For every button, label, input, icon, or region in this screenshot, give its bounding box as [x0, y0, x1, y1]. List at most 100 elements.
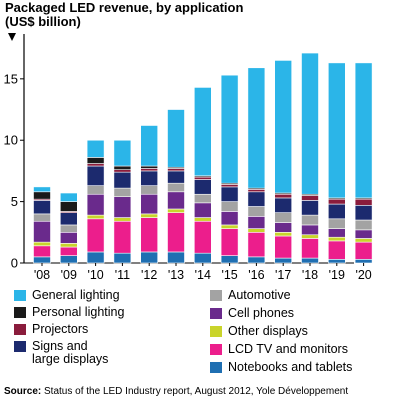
legend-item: LCD TV and monitors — [210, 343, 348, 356]
legend-item: General lighting — [14, 289, 120, 302]
bar-segment — [327, 203, 346, 220]
legend-swatch — [14, 341, 26, 352]
legend-label: Signs and large displays — [32, 340, 108, 366]
bar-segment — [301, 234, 319, 239]
bar-segment — [220, 201, 239, 212]
bar-segment — [167, 208, 185, 213]
bar-segment — [86, 251, 105, 264]
x-tick-label: '20 — [355, 268, 371, 282]
legend-label: Personal lighting — [32, 306, 124, 319]
bar-segment — [327, 62, 346, 199]
bar-segment — [86, 163, 105, 167]
legend-label: Cell phones — [228, 307, 294, 320]
legend-item: Projectors — [14, 323, 88, 336]
bar-segment — [140, 217, 158, 253]
bar-segment — [247, 206, 266, 217]
bar-chart: 0 5 10 15 '08 '09 '10 '11 '12 '13 '14 '15 '16 '17 '18 '… — [4, 34, 373, 282]
bar-segment — [354, 62, 373, 199]
bar-segment — [33, 200, 51, 215]
x-tick-label: '11 — [115, 268, 130, 282]
legend-label-line: General lighting — [32, 288, 120, 302]
bar-segment — [113, 169, 132, 173]
bar-segment — [354, 229, 373, 239]
legend-label: Projectors — [32, 323, 88, 336]
legend-label: LCD TV and monitors — [228, 343, 348, 356]
legend-item: Cell phones — [210, 307, 294, 320]
bar-segment — [274, 232, 293, 237]
bar-segment — [167, 212, 185, 253]
bar-segment — [301, 195, 319, 201]
x-tick-label: '19 — [329, 268, 345, 282]
bar-segment — [247, 228, 266, 233]
bar-segment — [86, 139, 105, 158]
bar-segment — [220, 74, 239, 184]
bar-segment — [247, 191, 266, 207]
bar-segment — [33, 186, 51, 193]
bar-segment — [59, 246, 78, 256]
x-tick-label: '14 — [195, 268, 211, 282]
bar-segment — [86, 218, 105, 253]
bar-segment — [59, 243, 78, 248]
bar-segment — [354, 259, 373, 264]
bar-segment — [327, 259, 346, 264]
x-tick-label: '15 — [221, 268, 237, 282]
bar-segment — [354, 198, 373, 206]
bar-segment — [86, 157, 105, 164]
bar-segment — [194, 179, 212, 195]
bar-segment — [33, 213, 51, 222]
legend-swatch — [210, 290, 222, 301]
bar-segment — [220, 224, 239, 229]
bar-segment — [140, 193, 158, 215]
source-text: Status of the LED Industry report, Augus… — [44, 386, 349, 397]
bar-segment — [140, 213, 158, 218]
chart-title: Packaged LED revenue, by application (US… — [5, 1, 243, 29]
bar-segment — [33, 256, 51, 264]
legend-item: Personal lighting — [14, 306, 124, 319]
legend-label-line: Projectors — [32, 322, 89, 336]
bar-segment — [113, 196, 132, 218]
bar-segment — [113, 187, 132, 198]
x-tick-label: '10 — [87, 268, 103, 282]
bar-segment — [194, 217, 212, 222]
legend-label-line: LCD TV and monitors — [228, 342, 348, 356]
subtitle-text: (US$ billion) — [5, 14, 81, 29]
bar-segment — [274, 257, 293, 264]
bar-segment — [274, 60, 293, 194]
legend-swatch — [210, 308, 222, 319]
bar-segment — [354, 204, 373, 221]
bar-segment — [113, 252, 132, 264]
legend-label: Notebooks and tablets — [228, 361, 352, 374]
x-tick-label: '09 — [61, 268, 77, 282]
bar-segment — [194, 202, 212, 218]
bar-segment — [33, 220, 51, 243]
bar-segment — [327, 218, 346, 229]
title-text: Packaged LED revenue, by application — [5, 0, 244, 15]
bar-segment — [113, 217, 132, 222]
bar-segment — [301, 257, 319, 264]
legend-swatch — [14, 290, 26, 301]
bar-segment — [59, 212, 78, 226]
bar-segment — [140, 170, 158, 186]
legend-label-line: Automotive — [228, 288, 291, 302]
bar-segment — [113, 139, 132, 167]
bar-segment — [113, 165, 132, 170]
legend-swatch — [14, 307, 26, 318]
bar-segment — [274, 222, 293, 233]
legend-swatch — [14, 324, 26, 335]
bar-segment — [140, 165, 158, 169]
bar-segment — [167, 182, 185, 193]
bar-segment — [301, 238, 319, 259]
legend-label-line: Cell phones — [228, 306, 295, 320]
legend-label: General lighting — [32, 289, 120, 302]
bar-segment — [167, 191, 185, 210]
legend-label: Automotive — [228, 289, 291, 302]
x-tick-label: '08 — [34, 268, 50, 282]
bar-segment — [194, 176, 212, 180]
y-tick-label: 10 — [4, 133, 18, 148]
legend-swatch — [210, 362, 222, 373]
bar-segment — [301, 52, 319, 195]
bar-segment — [301, 200, 319, 216]
legend-item: Automotive — [210, 289, 291, 302]
bar-segment — [247, 256, 266, 264]
legend-item: Signs and large displays — [14, 340, 108, 366]
